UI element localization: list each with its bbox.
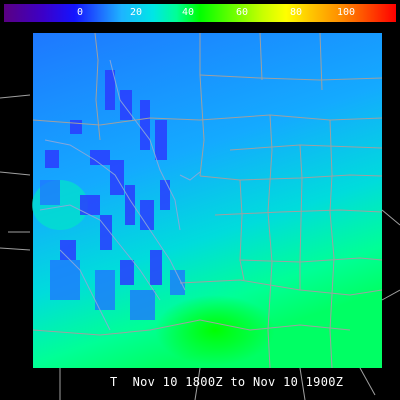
colorbar: 0 20 40 60 80 100 <box>4 4 396 22</box>
warm-region <box>155 295 275 365</box>
river-lines <box>39 59 201 331</box>
colorbar-tick-60: 60 <box>235 7 249 18</box>
mid-blue-cells <box>40 180 185 320</box>
colorbar-tick-0: 0 <box>76 7 84 18</box>
colorbar-tick-20: 20 <box>129 7 143 18</box>
colorbar-tick-100: 100 <box>336 7 356 18</box>
colorbar-ramp <box>4 4 396 22</box>
colorbar-tick-80: 80 <box>289 7 303 18</box>
boundary-lines <box>0 32 400 400</box>
map-caption: T Nov 10 1800Z to Nov 10 1900Z <box>110 375 344 389</box>
colorbar-tick-40: 40 <box>181 7 195 18</box>
